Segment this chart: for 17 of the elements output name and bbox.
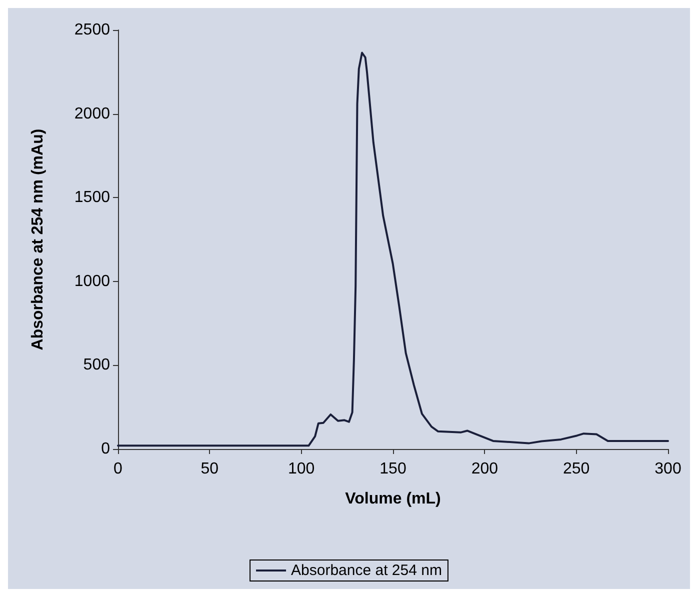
x-tick-label: 50 — [200, 460, 219, 478]
x-tick-label: 200 — [471, 460, 498, 478]
x-tick-label: 100 — [288, 460, 315, 478]
x-tick-label: 150 — [380, 460, 406, 478]
y-tick-label: 0 — [101, 440, 110, 458]
y-tick-label: 2500 — [74, 22, 110, 38]
x-tick-label: 250 — [562, 460, 590, 478]
x-tick-label: 300 — [654, 460, 682, 478]
x-tick-label: 0 — [114, 460, 123, 478]
line-series — [117, 52, 669, 447]
y-tick-label: 1500 — [74, 189, 110, 206]
legend-label: Absorbance at 254 nm — [291, 562, 442, 579]
y-tick-label: 2000 — [74, 105, 110, 122]
y-tick-label: 500 — [83, 356, 110, 374]
y-axis-title: Absorbance at 254 nm (mAu) — [30, 128, 46, 350]
y-tick-label: 1000 — [74, 272, 110, 290]
x-axis-title: Volume (mL) — [345, 490, 441, 508]
